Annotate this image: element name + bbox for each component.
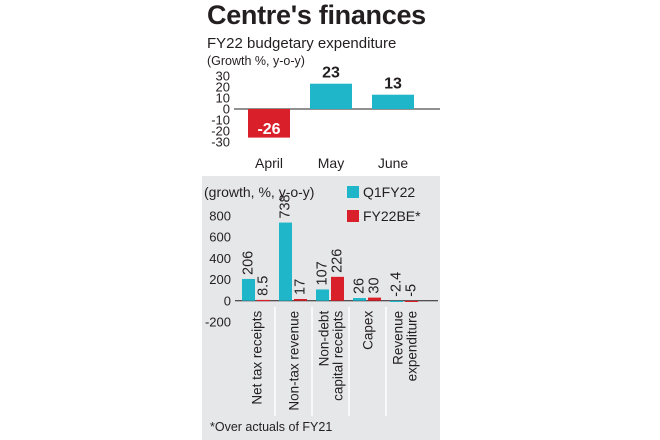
bar [279, 222, 292, 301]
bar [257, 299, 270, 302]
bar [294, 298, 307, 301]
bar [248, 109, 290, 138]
x-category-label: expenditure [405, 311, 420, 382]
y-tick-label: 400 [209, 251, 231, 266]
bar-value-label: 13 [384, 76, 402, 93]
footnote: *Over actuals of FY21 [210, 420, 333, 434]
x-category-label: April [255, 155, 283, 171]
bar-value-label: 8.5 [256, 276, 272, 296]
bar [316, 289, 329, 301]
bar-value-label: 738 [278, 194, 294, 218]
legend-swatch [347, 186, 359, 198]
legend-label: Q1FY22 [363, 184, 415, 200]
x-category-label: May [318, 155, 344, 171]
y-tick-label: 0 [224, 293, 231, 308]
x-category-label: Revenue [391, 311, 406, 365]
y-tick-label: -30 [211, 135, 230, 150]
y-tick-label: 600 [209, 230, 231, 245]
y-tick-label: 20 [216, 80, 230, 95]
y-tick-label: 10 [216, 91, 230, 106]
bar [310, 83, 352, 109]
y-tick-label: -200 [205, 315, 231, 330]
y-tick-label: 800 [209, 209, 231, 224]
bar-value-label: -5 [404, 284, 420, 297]
x-category-label: Net tax receipts [250, 311, 265, 405]
bar [405, 300, 418, 302]
bar [368, 297, 381, 301]
bar-value-label: 17 [293, 279, 309, 295]
bar-value-label: -26 [257, 121, 280, 138]
panel-unit-label: (growth, %, y-o-y) [204, 184, 314, 200]
receipts-expenditure-panel: (growth, %, y-o-y) Q1FY22 FY22BE* 800 600 400… [202, 176, 440, 440]
bar [372, 94, 414, 109]
bar-value-label: 30 [367, 277, 383, 293]
bar [390, 300, 403, 302]
x-category-label: Capex [361, 311, 376, 350]
bar-value-label: 107 [315, 261, 331, 285]
unit-note: (Growth %, y-o-y) [207, 54, 305, 68]
chart-title: Centre's finances [207, 0, 426, 30]
y-tick-label: -20 [211, 124, 230, 139]
y-tick-label: 0 [223, 102, 230, 117]
bar [331, 276, 344, 301]
chart-subtitle: FY22 budgetary expenditure [207, 35, 397, 52]
bar-value-label: 226 [330, 249, 346, 273]
x-category-label: capital receipts [331, 311, 346, 401]
y-tick-label: 30 [216, 69, 230, 84]
y-tick-label: -10 [211, 113, 230, 128]
legend-label: FY22BE* [363, 208, 421, 224]
bar-value-label: 26 [352, 278, 368, 294]
x-category-label: June [378, 155, 409, 171]
bar-value-label: 206 [241, 251, 257, 275]
bar-value-label: -2.4 [389, 272, 405, 297]
legend-swatch [347, 210, 359, 222]
bar-value-label: 23 [322, 65, 340, 82]
x-category-label: Non-debt [317, 311, 332, 367]
bar [353, 298, 366, 301]
x-category-label: Non-tax revenue [287, 311, 302, 411]
bar [242, 278, 255, 301]
y-tick-label: 200 [209, 272, 231, 287]
receipts-expenditure-chart: (growth, %, y-o-y) Q1FY22 FY22BE* 800 600 400… [204, 184, 438, 416]
